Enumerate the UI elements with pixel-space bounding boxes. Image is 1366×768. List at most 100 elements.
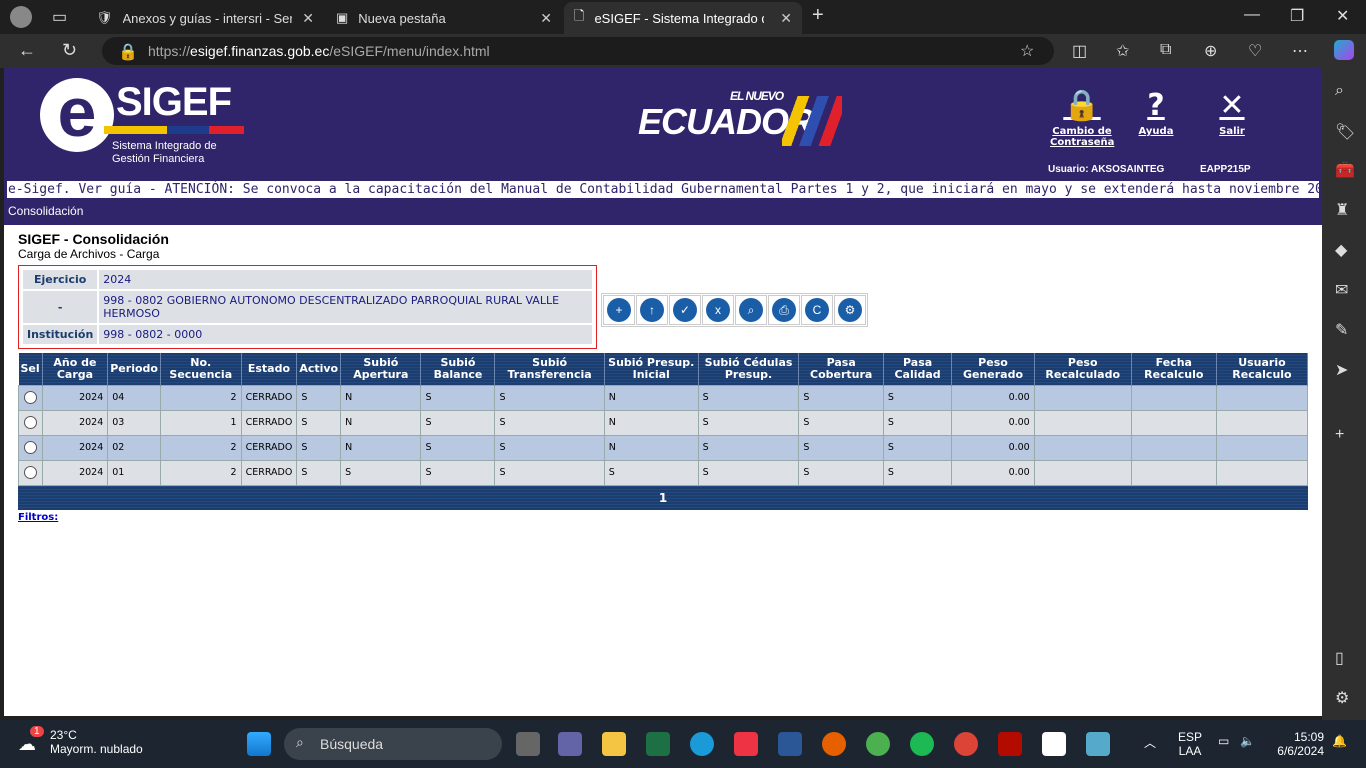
upload-file-icon: ↑	[640, 298, 664, 322]
column-header: Subió Balance	[420, 353, 496, 385]
tool-button[interactable]: ↑	[636, 295, 668, 325]
tag-icon[interactable]: 🏷	[1335, 124, 1356, 141]
favorite-icon[interactable]: ☆	[1020, 43, 1035, 60]
close-tab-icon[interactable]: ✕	[780, 9, 792, 26]
chrome-icon[interactable]	[866, 732, 890, 756]
table-cell: S	[494, 409, 605, 436]
pdf-app-icon[interactable]	[734, 732, 758, 756]
news-marquee[interactable]: e-Sigef. Ver guía - ATENCIÓN: Se convoca…	[4, 180, 1322, 198]
downloads-icon[interactable]: ⊕	[1204, 43, 1218, 60]
table-cell: S	[494, 459, 605, 486]
weather-widget[interactable]: ☁ 1 23°C Mayorm. nublado	[18, 726, 143, 756]
network-icon[interactable]: ▭	[1218, 734, 1230, 748]
esigef-logo-text: SIGEF	[116, 80, 232, 124]
profile-icon[interactable]	[10, 6, 32, 28]
outlook-icon[interactable]: ✉	[1335, 282, 1349, 299]
send-icon[interactable]: ➤	[1335, 362, 1349, 379]
language-indicator[interactable]: ESP LAA	[1178, 730, 1203, 758]
info-row-entity: -998 - 0802 GOBIERNO AUTONOMO DESCENTRAL…	[23, 291, 592, 323]
table-cell: 01	[107, 459, 161, 486]
menu-item-consolidacion[interactable]: Consolidación	[8, 204, 84, 218]
close-tab-icon[interactable]: ✕	[302, 9, 314, 26]
clock[interactable]: 15:09 6/6/2024	[1277, 730, 1324, 758]
table-cell: S	[697, 434, 800, 461]
edge-icon[interactable]	[690, 732, 714, 756]
back-icon[interactable]: ←	[18, 40, 36, 60]
table-cell: S	[798, 409, 884, 436]
notification-bell-icon[interactable]: 🔔	[1332, 734, 1347, 748]
volume-icon[interactable]: 🔈	[1240, 734, 1255, 748]
table-cell: N	[340, 434, 422, 461]
help-link[interactable]: ? Ayuda	[1136, 88, 1176, 137]
new-tab-button[interactable]: +	[812, 4, 824, 26]
firefox-icon[interactable]	[822, 732, 846, 756]
excel-icon[interactable]	[646, 732, 670, 756]
column-header: Fecha Recalculo	[1131, 353, 1217, 385]
tab-actions-icon[interactable]: ▭	[52, 9, 68, 26]
settings-icon[interactable]: ⚙	[1335, 690, 1350, 707]
table-row[interactable]: 2024 02 2 CERRADO S N S S N S S S 0.00	[18, 434, 1309, 461]
chrome-profile-icon[interactable]	[954, 732, 978, 756]
sidebar-toggle-icon[interactable]: ▯	[1335, 650, 1344, 667]
close-tab-icon[interactable]: ✕	[540, 9, 552, 26]
search-icon[interactable]: ⌕	[1335, 82, 1344, 99]
filters-link[interactable]: Filtros:	[18, 511, 59, 523]
chess-icon[interactable]: ♜	[1335, 202, 1350, 219]
favorites-icon[interactable]: ✩	[1116, 43, 1130, 60]
select-cell	[18, 434, 43, 461]
new-file-icon: +	[607, 298, 631, 322]
toolbox-icon[interactable]: 🧰	[1335, 162, 1355, 179]
task-view-icon[interactable]	[516, 732, 540, 756]
change-password-link[interactable]: 🔒 Cambio de Contraseña	[1050, 88, 1115, 148]
table-cell: S	[420, 434, 496, 461]
table-cell	[1033, 384, 1132, 411]
select-cell	[18, 409, 43, 436]
page-1-link[interactable]: 1	[658, 490, 668, 505]
table-cell: 0.00	[951, 384, 1035, 411]
collections-icon[interactable]: ⧉	[1160, 41, 1172, 58]
word-icon[interactable]	[778, 732, 802, 756]
tab-anexos[interactable]: 🛡Anexos y guías - intersri - Servicio✕	[96, 9, 314, 26]
tab-new[interactable]: ▣ Nueva pestaña ✕	[336, 9, 552, 26]
logout-link[interactable]: ✕ Salir	[1212, 88, 1252, 137]
restore-icon[interactable]: ❐	[1290, 8, 1305, 25]
table-row[interactable]: 2024 03 1 CERRADO S N S S N S S S 0.00	[18, 409, 1309, 436]
tool-button[interactable]: ⎙	[768, 295, 800, 325]
row-select-radio[interactable]	[23, 391, 37, 404]
address-bar[interactable]: 🔒 https://esigef.finanzas.gob.ec/eSIGEF/…	[102, 37, 1054, 65]
windows-start-icon[interactable]	[247, 732, 271, 756]
minimize-icon[interactable]: —	[1244, 6, 1260, 23]
tool-button[interactable]: ✓	[669, 295, 701, 325]
row-select-radio[interactable]	[23, 466, 37, 479]
table-row[interactable]: 2024 04 2 CERRADO S N S S N S S S 0.00	[18, 384, 1309, 411]
lock-icon: 🔒	[118, 44, 138, 61]
tab-esigef[interactable]: 🗋eSIGEF - Sistema Integrado de Ge✕	[564, 2, 802, 34]
split-screen-icon[interactable]: ◫	[1072, 43, 1088, 60]
taskbar-search[interactable]: ⌕ Búsqueda	[284, 728, 502, 760]
file-explorer-icon[interactable]	[602, 732, 626, 756]
tool-button[interactable]: C	[801, 295, 833, 325]
add-icon[interactable]: +	[1335, 426, 1345, 443]
teams-icon[interactable]	[558, 732, 582, 756]
copilot-icon[interactable]: ◆	[1335, 242, 1348, 259]
tool-button[interactable]: ⚙	[834, 295, 866, 325]
close-window-icon[interactable]: ✕	[1336, 8, 1350, 25]
spotify-icon[interactable]	[910, 732, 934, 756]
acrobat-icon[interactable]	[998, 732, 1022, 756]
tray-chevron-icon[interactable]: ︿	[1144, 736, 1157, 750]
column-header: Pasa Cobertura	[798, 353, 884, 385]
row-select-radio[interactable]	[23, 441, 37, 454]
refresh-icon[interactable]: ↻	[62, 40, 78, 60]
table-row[interactable]: 2024 01 2 CERRADO S S S S S S S S 0.00	[18, 459, 1309, 486]
notepad-icon[interactable]	[1086, 732, 1110, 756]
copilot-icon[interactable]	[1334, 40, 1354, 60]
tool-button[interactable]: ⌕	[735, 295, 767, 325]
more-icon[interactable]: ⋯	[1292, 43, 1308, 60]
row-select-radio[interactable]	[23, 416, 37, 429]
health-icon[interactable]: ♡	[1248, 43, 1263, 60]
tool-button[interactable]: x	[702, 295, 734, 325]
sri-icon[interactable]	[1042, 732, 1066, 756]
main-content: SIGEF - Consolidación Carga de Archivos …	[4, 225, 1322, 529]
tool-button[interactable]: +	[603, 295, 635, 325]
designer-icon[interactable]: ✎	[1335, 322, 1349, 339]
